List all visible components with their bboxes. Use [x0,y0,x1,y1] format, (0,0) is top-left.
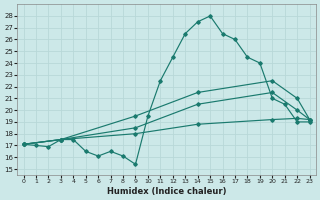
X-axis label: Humidex (Indice chaleur): Humidex (Indice chaleur) [107,187,226,196]
